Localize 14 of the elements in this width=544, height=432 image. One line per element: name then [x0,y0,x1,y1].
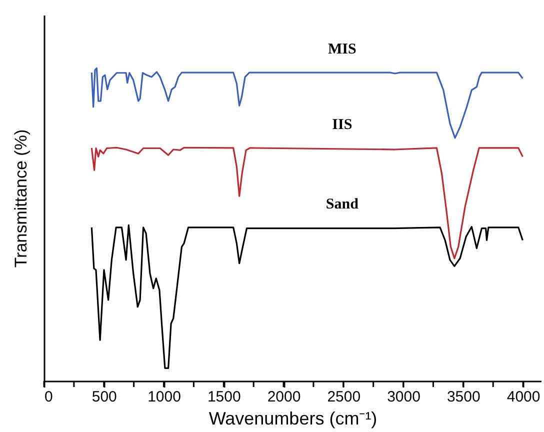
x-axis-title: Wavenumbers (cm⁻¹) [208,408,378,428]
x-tick-label: 2000 [267,388,301,406]
x-tick-label: 4000 [506,388,540,406]
x-tick-label: 1000 [148,388,181,406]
y-axis-title: Transmittance (%) [12,129,30,268]
x-tick-label: 2500 [327,388,361,406]
series-label: MIS [328,42,356,58]
x-tick-label: 3000 [387,388,420,406]
x-tick-label: 0 [44,388,53,406]
series-label: Sand [326,196,360,212]
x-tick-label: 1500 [207,388,241,406]
series-label: IIS [332,116,352,133]
x-tick-label: 500 [92,388,117,406]
x-tick-label: 3500 [446,388,480,406]
